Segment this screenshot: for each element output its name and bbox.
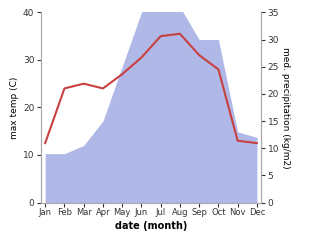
X-axis label: date (month): date (month) — [115, 221, 187, 231]
Y-axis label: med. precipitation (kg/m2): med. precipitation (kg/m2) — [281, 47, 290, 168]
Y-axis label: max temp (C): max temp (C) — [10, 76, 19, 139]
